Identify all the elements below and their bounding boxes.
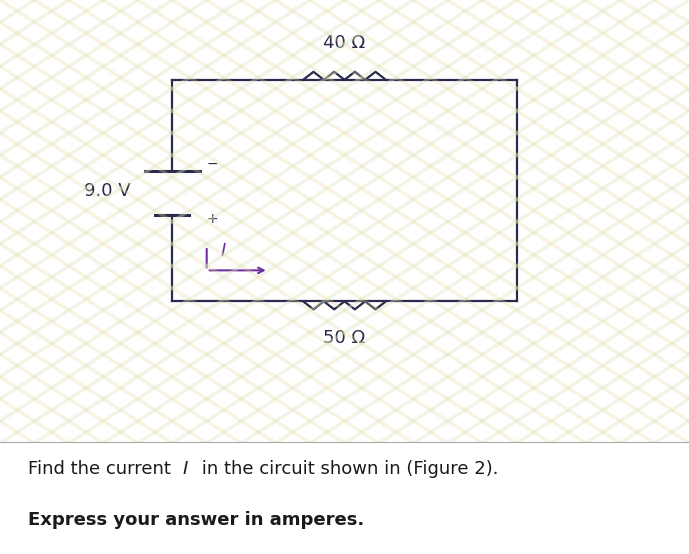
Text: in the circuit shown in (Figure 2).: in the circuit shown in (Figure 2). [196,460,499,478]
Text: +: + [207,212,218,227]
Text: 9.0 V: 9.0 V [84,182,131,199]
Text: 40 Ω: 40 Ω [323,34,366,52]
Text: 50 Ω: 50 Ω [323,329,366,347]
Text: I: I [183,460,188,478]
Text: −: − [207,157,218,171]
Text: Find the current: Find the current [28,460,176,478]
Text: Express your answer in amperes.: Express your answer in amperes. [28,511,364,529]
Text: I: I [220,242,226,259]
